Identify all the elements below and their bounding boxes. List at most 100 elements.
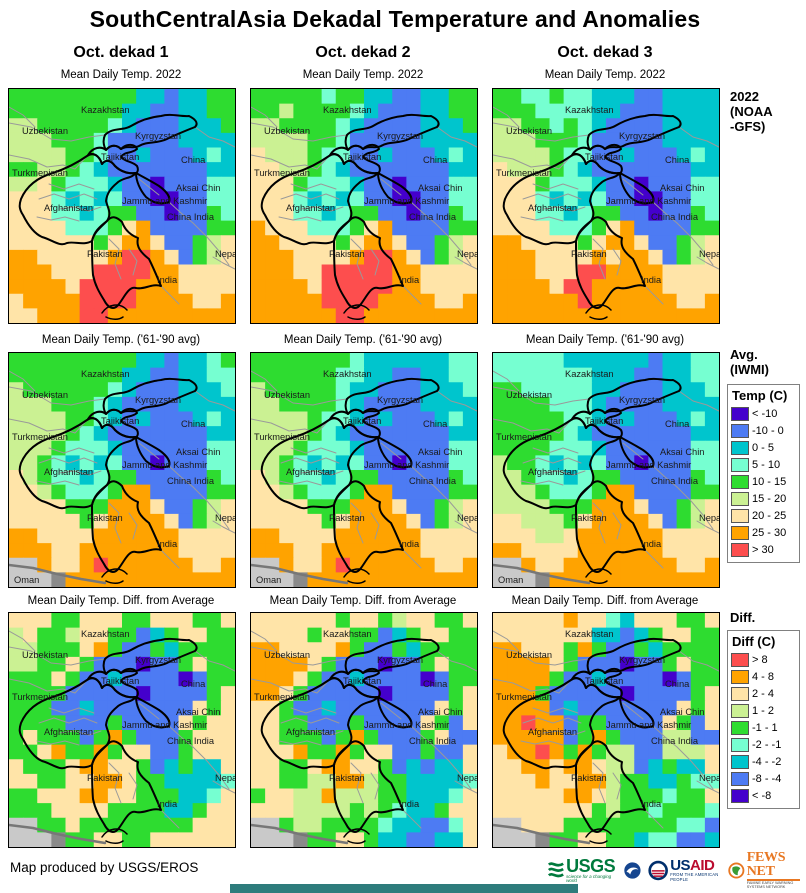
country-label: Aksai Chin	[176, 183, 220, 193]
column-header-dekad-2: Oct. dekad 2	[315, 44, 411, 61]
country-label: Jammu and Kashmir	[606, 196, 691, 206]
country-label: Uzbekistan	[22, 126, 68, 136]
diff-legend-item: -2 - -1	[731, 736, 797, 753]
country-label: Pakistan	[329, 249, 365, 259]
country-label: Uzbekistan	[22, 650, 68, 660]
country-label: Pakistan	[329, 513, 365, 523]
country-label: China	[665, 679, 690, 689]
country-label: Uzbekistan	[506, 126, 552, 136]
legend-label: 1 - 2	[752, 704, 775, 717]
country-label: Uzbekistan	[506, 650, 552, 660]
country-label: Nepal	[215, 773, 235, 783]
map-subtitle: Mean Daily Temp. Diff. from Average	[27, 595, 215, 607]
legend-color-swatch	[731, 771, 749, 786]
country-label: Kyrgyzstan	[377, 395, 423, 405]
country-label: Kazakhstan	[323, 629, 372, 639]
country-label: Nepal	[457, 513, 477, 523]
noaa-logo-icon	[624, 861, 641, 879]
country-label: Aksai Chin	[418, 183, 462, 193]
country-label: Jammu and Kashmir	[122, 196, 207, 206]
country-label: Jammu and Kashmir	[364, 720, 449, 730]
temp-legend-item: 10 - 15	[731, 473, 797, 490]
country-label: Pakistan	[329, 773, 365, 783]
country-label: Uzbekistan	[506, 390, 552, 400]
country-label: Turkmenistan	[254, 692, 310, 702]
temp-legend-item: < -10	[731, 405, 797, 422]
country-label: Tajikistan	[585, 416, 623, 426]
country-label: Kazakhstan	[565, 105, 614, 115]
map-subtitle: Mean Daily Temp. ('61-'90 avg)	[283, 334, 443, 346]
usgs-wave-icon	[548, 862, 564, 878]
partner-logos: USGS science for a changing world USAID …	[548, 850, 800, 890]
temp-legend-item: 20 - 25	[731, 507, 797, 524]
country-label: Afghanistan	[528, 467, 577, 477]
country-label: Afghanistan	[528, 727, 577, 737]
legend-color-swatch	[731, 440, 749, 455]
temp-legend-item: -10 - 0	[731, 422, 797, 439]
legend-color-swatch	[731, 788, 749, 803]
diff-legend-item: -1 - 1	[731, 719, 797, 736]
country-label: Aksai Chin	[418, 707, 462, 717]
country-label: Kazakhstan	[81, 105, 130, 115]
usgs-logo-text: USGS	[566, 855, 616, 876]
legend-color-swatch	[731, 491, 749, 506]
fews-net-logo: FEWS NET FAMINE EARLY WARNING SYSTEMS NE…	[728, 850, 800, 890]
map-2022-dekad-3: Kazakhstan Uzbekistan Kyrgyzstan Turkmenist…	[492, 88, 720, 324]
country-label: India	[641, 539, 662, 549]
map-2022-dekad-2: Kazakhstan Uzbekistan Kyrgyzstan Turkmenist…	[250, 88, 478, 324]
map-credit: Map produced by USGS/EROS	[10, 860, 199, 875]
map-subtitle: Mean Daily Temp. 2022	[60, 69, 182, 81]
legend-label: 5 - 10	[752, 458, 781, 471]
country-label: China India	[409, 476, 457, 486]
country-label: Nepal	[699, 249, 719, 259]
usaid-tagline: FROM THE AMERICAN PEOPLE	[670, 872, 719, 882]
country-label: Turkmenistan	[254, 168, 310, 178]
fews-tagline: FAMINE EARLY WARNING SYSTEMS NETWORK	[746, 880, 794, 889]
diff-legend-item: -8 - -4	[731, 770, 797, 787]
country-label: India	[641, 275, 662, 285]
country-label: Nepal	[457, 249, 477, 259]
country-label: India	[399, 799, 420, 809]
map-diff-dekad-3: Kazakhstan Uzbekistan Kyrgyzstan Turkmenist…	[492, 612, 720, 848]
country-label: Jammu and Kashmir	[606, 460, 691, 470]
country-label: Aksai Chin	[176, 447, 220, 457]
diff-legend: Diff (C) > 8 4 - 8 2 - 4 1 - 2 -1 - 1 -2 - -1…	[727, 630, 800, 809]
diff-legend-title: Diff (C)	[732, 634, 776, 649]
diff-legend-item: 4 - 8	[731, 668, 797, 685]
country-label: India	[399, 539, 420, 549]
temp-legend-item: 0 - 5	[731, 439, 797, 456]
country-label: Aksai Chin	[418, 447, 462, 457]
map-avg-dekad-3: Kazakhstan Uzbekistan Kyrgyzstan Turkmenist…	[492, 352, 720, 588]
country-label: Tajikistan	[101, 152, 139, 162]
legend-label: -10 - 0	[752, 424, 784, 437]
country-label: Kazakhstan	[81, 369, 130, 379]
country-label: China	[423, 155, 448, 165]
temp-legend-item: 15 - 20	[731, 490, 797, 507]
country-label: Pakistan	[571, 513, 607, 523]
column-header-dekad-1: Oct. dekad 1	[73, 44, 169, 61]
country-label: Jammu and Kashmir	[364, 196, 449, 206]
usgs-tagline: science for a changing world	[566, 873, 612, 883]
legend-color-swatch	[731, 720, 749, 735]
legend-color-swatch	[731, 669, 749, 684]
country-label: Jammu and Kashmir	[364, 460, 449, 470]
usaid-logo-text-us: US	[670, 857, 691, 875]
fews-logo-text: FEWS NET	[746, 850, 800, 881]
legend-label: > 8	[752, 653, 768, 666]
legend-color-swatch	[731, 406, 749, 421]
legend-color-swatch	[731, 508, 749, 523]
country-label: China	[665, 155, 690, 165]
country-label: Turkmenistan	[12, 432, 68, 442]
country-label: Kazakhstan	[323, 105, 372, 115]
country-label: Nepal	[215, 249, 235, 259]
diff-legend-item: -4 - -2	[731, 753, 797, 770]
country-label: Turkmenistan	[12, 692, 68, 702]
country-label: Afghanistan	[286, 467, 335, 477]
country-label: Afghanistan	[286, 727, 335, 737]
country-label: India	[641, 799, 662, 809]
country-label: China India	[651, 476, 699, 486]
country-label: Nepal	[699, 773, 719, 783]
country-label: Aksai Chin	[660, 707, 704, 717]
country-label: Turkmenistan	[254, 432, 310, 442]
